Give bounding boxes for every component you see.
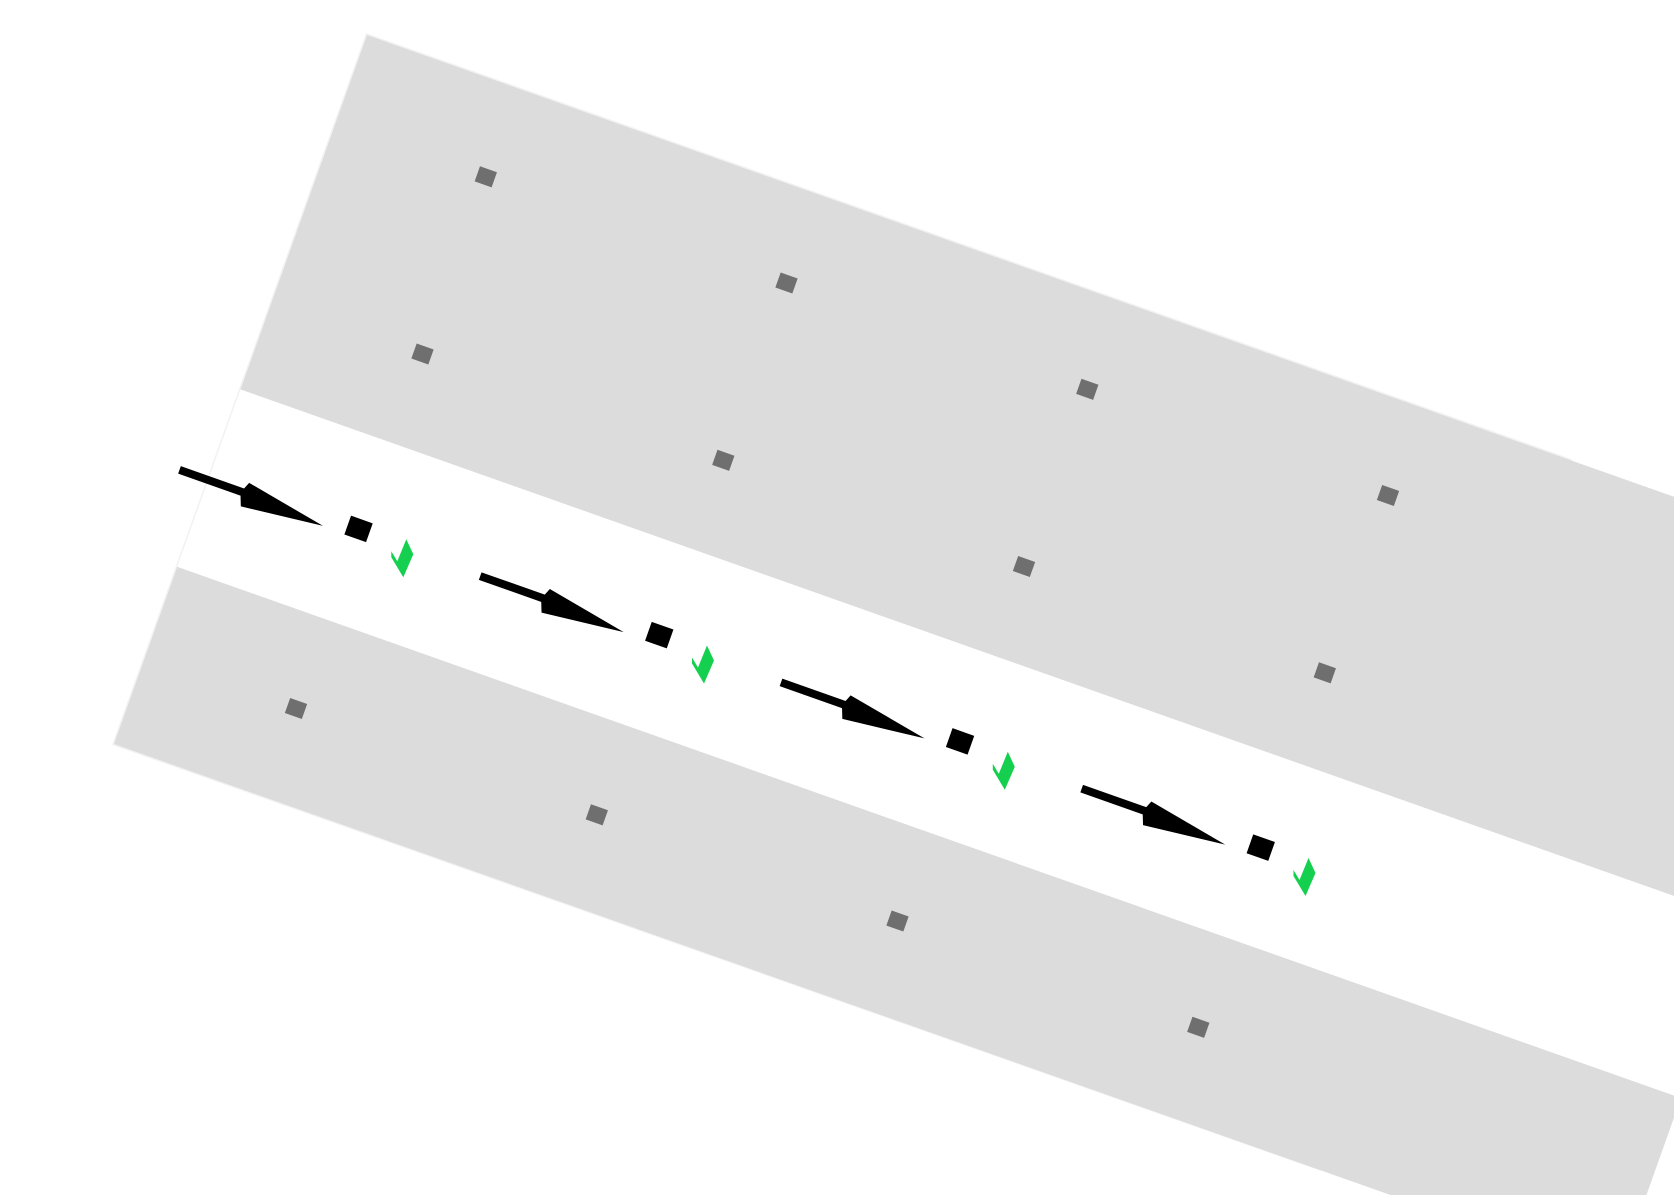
- check-icon: [1293, 858, 1316, 896]
- gray-square-icon: [585, 804, 608, 826]
- black-square-icon: [1246, 834, 1275, 861]
- right-arrow-icon: [178, 466, 324, 526]
- black-square-icon: [945, 728, 975, 755]
- black-square-icon: [344, 515, 373, 543]
- gray-square-icon: [284, 697, 308, 720]
- gray-square-icon: [1187, 1016, 1210, 1038]
- gray-square-icon: [411, 343, 434, 365]
- gray-square-icon: [1313, 662, 1336, 684]
- gray-square-icon: [712, 449, 735, 471]
- gray-square-icon: [474, 166, 497, 188]
- path-steps: [178, 466, 1316, 896]
- black-square-icon: [645, 621, 674, 649]
- grid-markers: [284, 166, 1400, 1038]
- gray-square-icon: [886, 910, 909, 932]
- check-icon: [391, 539, 414, 578]
- gray-square-icon: [1076, 378, 1099, 400]
- upper-region: [240, 35, 1674, 896]
- grid-regions: [114, 35, 1674, 1195]
- gray-square-icon: [1376, 484, 1400, 507]
- right-arrow-icon: [779, 678, 925, 739]
- gray-square-icon: [775, 272, 798, 294]
- path-corridor: [177, 389, 1674, 1096]
- check-icon: [692, 645, 714, 684]
- right-arrow-icon: [478, 572, 624, 633]
- right-arrow-icon: [1080, 784, 1226, 845]
- gray-square-icon: [1012, 555, 1036, 578]
- check-icon: [992, 751, 1015, 790]
- lower-region: [114, 566, 1674, 1195]
